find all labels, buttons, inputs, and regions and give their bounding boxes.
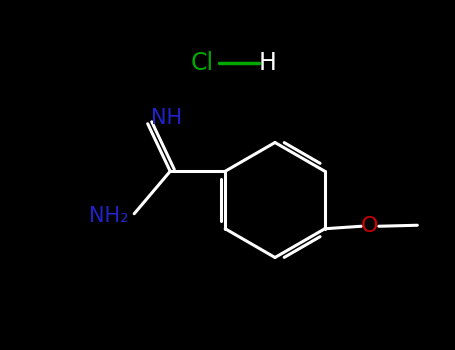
Text: NH₂: NH₂ [89,206,129,226]
Text: H: H [258,50,277,75]
Text: O: O [361,216,379,236]
Text: Cl: Cl [191,50,214,75]
Text: NH: NH [151,108,182,128]
